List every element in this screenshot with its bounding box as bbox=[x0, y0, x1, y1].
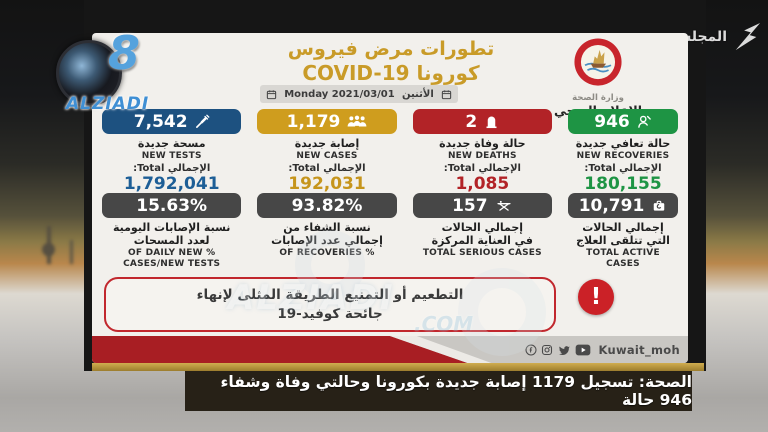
notice-line1: التطعيم أو التمنيع الطريقة المثلى لإنهاء bbox=[196, 286, 464, 303]
vaccination-notice: التطعيم أو التمنيع الطريقة المثلى لإنهاء… bbox=[104, 277, 556, 332]
stat-recoveries: 946 حالة تعافي جديدة NEW RECOVERIES الإج… bbox=[568, 109, 678, 194]
ministry-name: وزارة الصحة bbox=[572, 93, 624, 103]
tower-silhouette bbox=[70, 240, 73, 264]
stat-label-ar2: التي تتلقى العلاج bbox=[576, 234, 670, 247]
stat-value: 2 bbox=[465, 111, 478, 132]
stat-label-en: NEW RECOVERIES bbox=[576, 151, 670, 161]
stat-label-en: NEW CASES bbox=[296, 151, 358, 161]
stat-pill: 946 bbox=[568, 109, 678, 134]
page-title: تطورات مرض فيروس كورونا COVID-19 bbox=[226, 38, 556, 85]
stat-total: 192,031 bbox=[288, 174, 366, 194]
moh-emblem bbox=[572, 36, 624, 88]
tower-silhouette bbox=[42, 243, 55, 256]
stat-total: 1,085 bbox=[455, 174, 510, 194]
date-en: Monday 2021/03/01 bbox=[284, 88, 395, 100]
tombstone-icon bbox=[484, 114, 499, 129]
stat-label-ar: نسبة الإصابات اليومية bbox=[112, 221, 231, 234]
youtube-icon bbox=[575, 344, 591, 356]
news-ticker: الصحة: تسجيل 1179 إصابة جديدة بكورونا وح… bbox=[185, 371, 692, 411]
stat-label-ar: إجمالي الحالات bbox=[582, 221, 664, 234]
ministry-block: وزارة الصحة الإعلام الصحي bbox=[536, 36, 660, 118]
date-bar: Monday 2021/03/01 الأثنين bbox=[260, 85, 458, 103]
exclamation-icon: ! bbox=[578, 279, 614, 315]
people-icon bbox=[347, 115, 367, 128]
stat-value: 93.82% bbox=[291, 195, 363, 216]
stat-value: 7,542 bbox=[133, 111, 188, 132]
ticker-text: الصحة: تسجيل 1179 إصابة جديدة بكورونا وح… bbox=[220, 373, 692, 409]
stat-total-label: الإجمالي Total: bbox=[133, 163, 211, 174]
social-bar: Kuwait_moh bbox=[525, 336, 680, 363]
stat-deaths: 2 حالة وفاة جديدة NEW DEATHS الإجمالي To… bbox=[412, 109, 552, 194]
title-line2: كورونا COVID-19 bbox=[302, 61, 480, 85]
calendar-icon bbox=[441, 89, 452, 100]
stat-pill: 2 bbox=[412, 109, 552, 134]
stat-pill: 10,791 bbox=[568, 193, 678, 218]
person-icon bbox=[637, 114, 652, 129]
stat-value: 10,791 bbox=[578, 195, 645, 216]
stat-label-ar: مسحة جديدة bbox=[137, 137, 206, 150]
stat-label-en: % OF DAILY NEW CASES/NEW TESTS bbox=[123, 248, 221, 269]
stat-total-label: الإجمالي Total: bbox=[584, 163, 662, 174]
stretcher-icon bbox=[495, 199, 513, 213]
stat-label-en: TOTAL ACTIVE CASES bbox=[586, 248, 660, 269]
stat-daily-rate: 15.63% نسبة الإصابات اليومية لعدد المسحا… bbox=[102, 193, 242, 270]
stat-tests: 7,542 مسحة جديدة NEW TESTS الإجمالي Tota… bbox=[102, 109, 242, 194]
stat-value: 15.63% bbox=[136, 195, 208, 216]
instagram-icon bbox=[541, 344, 553, 356]
stat-label-en: % OF RECOVERIES bbox=[279, 248, 375, 258]
stat-label-ar2: لعدد المسحات bbox=[133, 234, 210, 247]
card-footer: Kuwait_moh bbox=[92, 336, 688, 363]
stat-value: 946 bbox=[594, 111, 630, 132]
social-handle: Kuwait_moh bbox=[598, 342, 680, 357]
twitter-icon bbox=[557, 344, 571, 356]
stat-pill: 1,179 bbox=[257, 109, 397, 134]
stat-label-ar: نسبة الشفاء من bbox=[283, 221, 371, 234]
stat-label-en: NEW DEATHS bbox=[447, 151, 517, 161]
stat-label-en: NEW TESTS bbox=[141, 151, 202, 161]
stat-label-en: TOTAL SERIOUS CASES bbox=[422, 248, 542, 258]
facebook-icon bbox=[525, 344, 537, 356]
stat-label-ar: حالة وفاة جديدة bbox=[439, 137, 526, 150]
stat-label-ar: حالة تعافي جديدة bbox=[575, 137, 671, 150]
stat-label-ar2: في العناية المركزة bbox=[431, 234, 534, 247]
date-day-ar: الأثنين bbox=[401, 88, 434, 100]
briefcase-icon bbox=[651, 199, 667, 213]
stat-pill: 15.63% bbox=[102, 193, 242, 218]
stat-total: 180,155 bbox=[584, 174, 662, 194]
title-line1: تطورات مرض فيروس bbox=[287, 38, 495, 60]
stat-value: 157 bbox=[452, 195, 488, 216]
stat-total-label: الإجمالي Total: bbox=[443, 163, 521, 174]
stat-cases: 1,179 إصابة جديدة NEW CASES الإجمالي Tot… bbox=[257, 109, 397, 194]
stat-recovery-rate: 93.82% نسبة الشفاء من إجمالي عدد الإصابا… bbox=[257, 193, 397, 270]
stat-total-label: الإجمالي Total: bbox=[288, 163, 366, 174]
stat-pill: 93.82% bbox=[257, 193, 397, 218]
stat-value: 1,179 bbox=[286, 111, 341, 132]
calendar-icon bbox=[266, 89, 277, 100]
stat-label-ar: إصابة جديدة bbox=[294, 137, 360, 150]
notice-line2: جائحة كوفيد-19 bbox=[277, 305, 383, 322]
stat-total: 1,792,041 bbox=[123, 174, 220, 194]
stat-pill: 7,542 bbox=[102, 109, 242, 134]
swab-icon bbox=[195, 114, 210, 129]
stat-serious-cases: 157 إجمالي الحالات في العناية المركزة TO… bbox=[412, 193, 552, 270]
stat-pill: 157 bbox=[412, 193, 552, 218]
stats-row-totals: 10,791 إجمالي الحالات التي تتلقى العلاج … bbox=[102, 193, 678, 270]
infographic-card: وزارة الصحة الإعلام الصحي تطورات مرض فير… bbox=[92, 33, 688, 363]
stats-row-daily: 946 حالة تعافي جديدة NEW RECOVERIES الإج… bbox=[102, 109, 678, 194]
stat-label-ar: إجمالي الحالات bbox=[441, 221, 524, 234]
falcon-icon bbox=[730, 22, 762, 52]
gold-strip bbox=[92, 363, 704, 371]
stat-label-ar2: إجمالي عدد الإصابات bbox=[271, 234, 383, 247]
stat-active-cases: 10,791 إجمالي الحالات التي تتلقى العلاج … bbox=[568, 193, 678, 270]
